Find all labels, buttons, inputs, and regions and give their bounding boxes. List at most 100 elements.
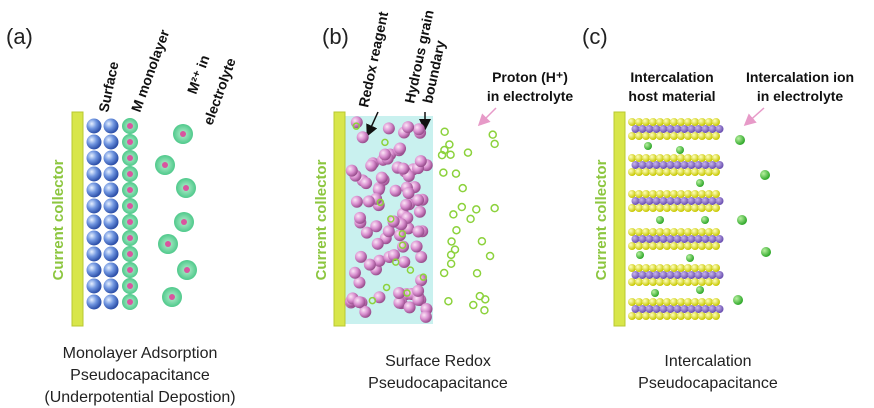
annotation: host material	[628, 88, 715, 104]
host-atom	[712, 312, 720, 320]
proton	[473, 206, 480, 213]
host-atom	[677, 168, 685, 176]
intercalated-ion	[636, 251, 644, 259]
annotation: M²⁺ in	[184, 53, 213, 96]
redox-particle	[372, 238, 384, 250]
host-atom	[684, 298, 692, 306]
arrow	[480, 108, 496, 124]
host-atom	[681, 271, 689, 279]
host-atom	[632, 125, 640, 133]
host-atom	[688, 271, 696, 279]
surface-atom	[104, 167, 119, 182]
host-atom	[632, 305, 640, 313]
host-atom	[635, 264, 643, 272]
host-atom	[674, 271, 682, 279]
proton	[474, 270, 481, 277]
host-atom	[698, 228, 706, 236]
host-atom	[632, 271, 640, 279]
host-atom	[628, 312, 636, 320]
host-atom	[705, 132, 713, 140]
redox-particle	[397, 163, 409, 175]
proton	[489, 131, 496, 138]
surface-atom	[104, 135, 119, 150]
intercalated-ion	[656, 216, 664, 224]
host-atom	[642, 204, 650, 212]
host-atom	[646, 235, 654, 243]
caption: (Underpotential Depostion)	[44, 389, 235, 406]
shapes	[72, 108, 771, 326]
redox-particle	[346, 165, 358, 177]
proton	[481, 307, 488, 314]
host-atom	[670, 264, 678, 272]
host-atom	[709, 305, 717, 313]
host-atom	[691, 228, 699, 236]
electrolyte-ion	[760, 170, 770, 180]
caption: Monolayer Adsorption	[63, 345, 218, 362]
host-atom	[663, 298, 671, 306]
host-atom	[688, 235, 696, 243]
host-atom	[698, 168, 706, 176]
annotation: in electrolyte	[487, 88, 574, 104]
host-atom	[691, 118, 699, 126]
annotation: Proton (H⁺)	[492, 69, 568, 85]
surface-atom	[87, 151, 102, 166]
host-atom	[663, 312, 671, 320]
collector-bar	[614, 112, 625, 326]
host-atom	[670, 278, 678, 286]
host-atom	[649, 118, 657, 126]
ion-core	[169, 294, 175, 300]
host-atom	[691, 242, 699, 250]
surface-atom	[87, 247, 102, 262]
host-atom	[639, 197, 647, 205]
host-atom	[705, 264, 713, 272]
host-atom	[649, 298, 657, 306]
host-atom	[705, 242, 713, 250]
host-atom	[684, 242, 692, 250]
redox-particle	[412, 285, 424, 297]
host-atom	[635, 278, 643, 286]
annotation: Surface	[95, 60, 121, 114]
host-atom	[698, 154, 706, 162]
proton	[453, 227, 460, 234]
redox-particle	[398, 256, 410, 268]
host-atom	[691, 298, 699, 306]
host-atom	[702, 271, 710, 279]
proton	[491, 205, 498, 212]
host-atom	[702, 125, 710, 133]
host-atom	[684, 118, 692, 126]
annotation: in electrolyte	[757, 88, 844, 104]
host-atom	[709, 197, 717, 205]
host-atom	[684, 190, 692, 198]
host-atom	[712, 298, 720, 306]
host-atom	[646, 125, 654, 133]
proton	[445, 298, 452, 305]
host-atom	[716, 161, 724, 169]
host-atom	[698, 264, 706, 272]
host-atom	[663, 118, 671, 126]
ion-core	[165, 241, 171, 247]
surface-atom	[87, 199, 102, 214]
host-atom	[709, 235, 717, 243]
host-atom	[635, 154, 643, 162]
caption: Pseudocapacitance	[70, 367, 210, 384]
host-atom	[656, 132, 664, 140]
surface-atom	[87, 231, 102, 246]
surface-atom	[87, 263, 102, 278]
redox-particle	[411, 240, 423, 252]
host-atom	[709, 161, 717, 169]
host-atom	[649, 132, 657, 140]
host-atom	[684, 312, 692, 320]
host-atom	[674, 125, 682, 133]
host-atom	[702, 305, 710, 313]
host-atom	[642, 190, 650, 198]
redox-particle	[415, 251, 427, 263]
redox-particle	[415, 155, 427, 167]
host-atom	[698, 312, 706, 320]
host-atom	[642, 154, 650, 162]
ion-core	[127, 283, 133, 289]
host-atom	[674, 305, 682, 313]
host-atom	[635, 242, 643, 250]
host-atom	[660, 271, 668, 279]
host-atom	[705, 168, 713, 176]
host-atom	[691, 312, 699, 320]
